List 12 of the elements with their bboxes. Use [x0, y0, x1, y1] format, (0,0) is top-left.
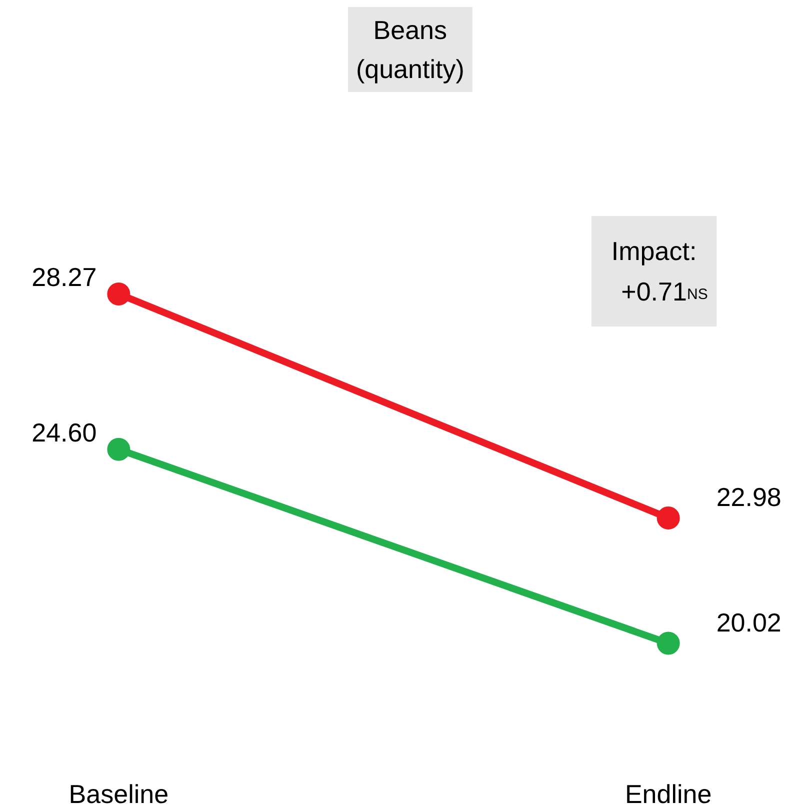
data-label: 28.27 [32, 262, 97, 292]
point [656, 632, 680, 655]
x-tick-label: Endline [624, 778, 712, 807]
point [107, 438, 130, 461]
x-tick-label: Baseline [68, 778, 169, 807]
annotation: Impact: +0.71NS [611, 236, 708, 306]
data-label: 20.02 [716, 607, 782, 638]
data-label: 22.98 [716, 482, 782, 512]
data-label: 24.60 [32, 417, 97, 448]
point [107, 282, 130, 306]
point [656, 506, 680, 530]
chart-title: Beans (quantity) [356, 14, 464, 84]
